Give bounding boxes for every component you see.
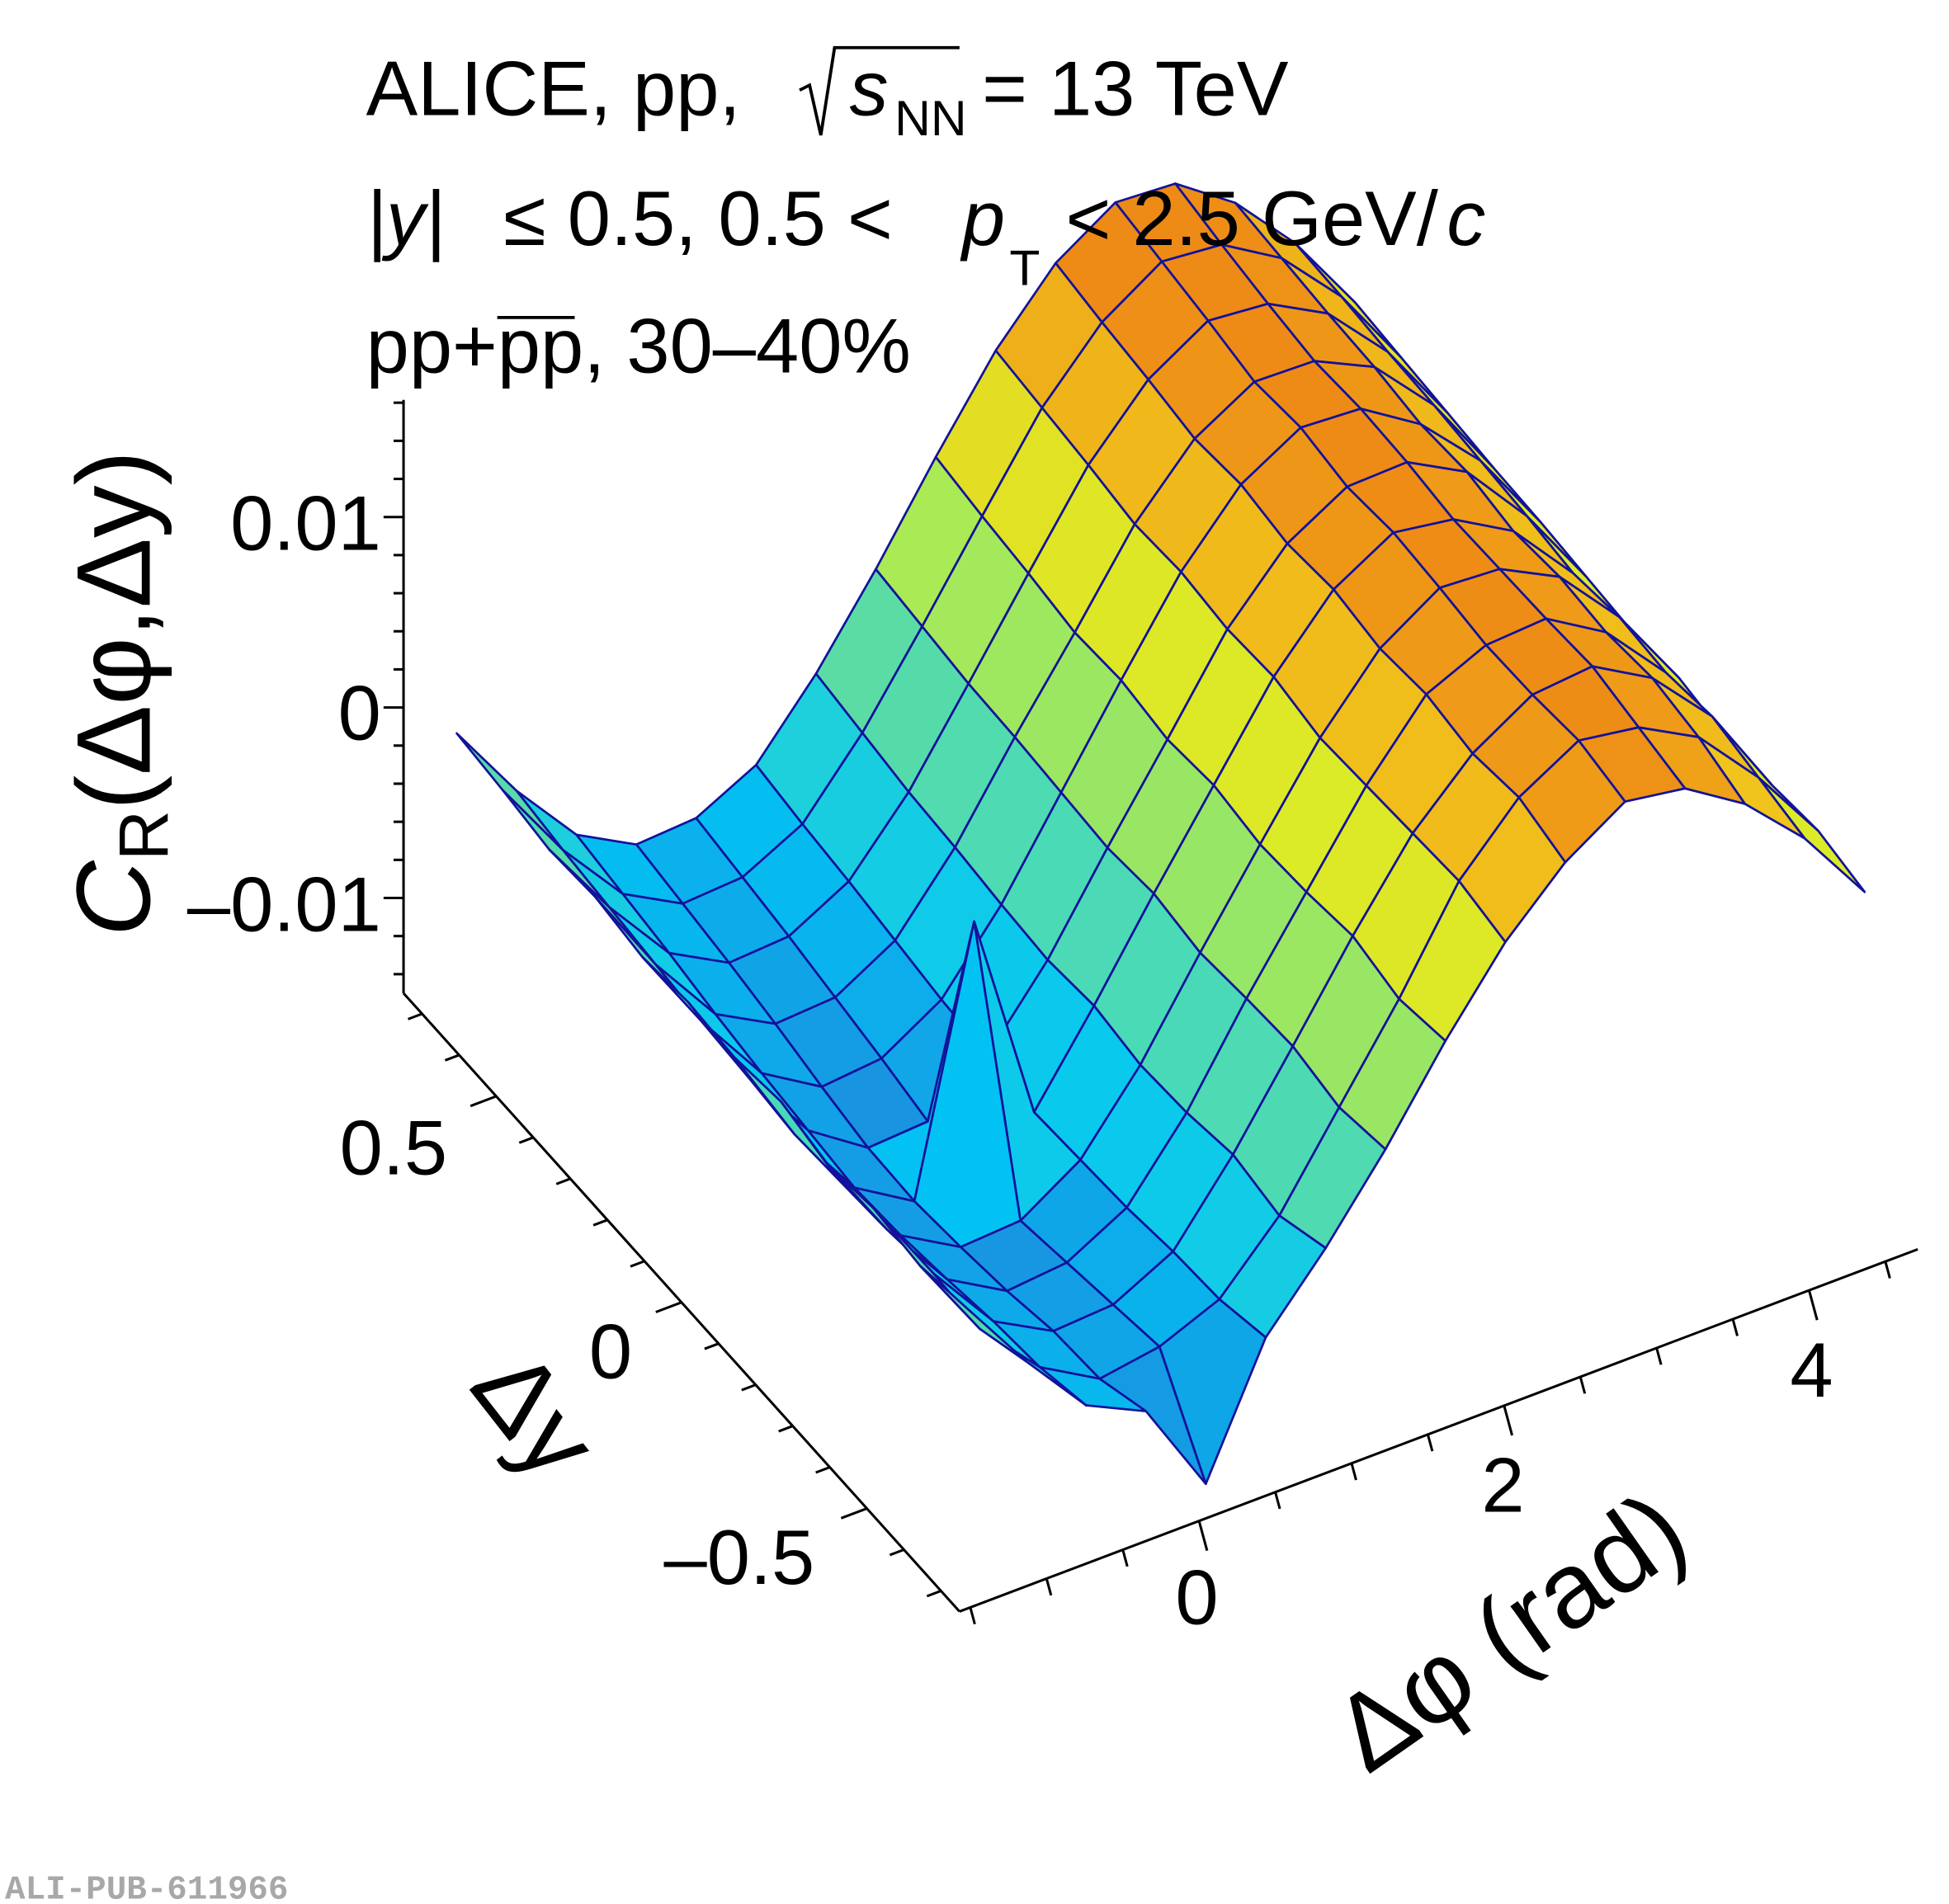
header-c: c xyxy=(1446,175,1485,262)
z-tick-label: 0.01 xyxy=(230,479,381,566)
dphi-major-tick xyxy=(1503,1405,1513,1436)
dphi-minor-tick xyxy=(1655,1347,1663,1365)
z-tick-label: –0.01 xyxy=(187,860,381,947)
dphi-major-tick xyxy=(1808,1289,1819,1321)
dy-minor-tick xyxy=(592,1218,608,1227)
dphi-minor-tick xyxy=(1045,1578,1053,1596)
dphi-minor-tick xyxy=(1274,1492,1281,1510)
dy-tick-labels: 0.5 0 –0.5 xyxy=(340,1105,815,1601)
header-rapidity: |y| xyxy=(366,175,446,262)
dy-major-tick xyxy=(655,1301,682,1313)
dy-minor-tick xyxy=(518,1136,534,1144)
dphi-axis-line xyxy=(959,1247,1918,1613)
dy-minor-tick xyxy=(889,1548,904,1557)
dy-tick-label: 0.5 xyxy=(340,1105,447,1191)
dphi-tick-label: 0 xyxy=(1175,1554,1218,1641)
header-energy: = 13 TeV xyxy=(982,45,1289,132)
dy-major-tick xyxy=(840,1507,868,1520)
z-axis-title: CR(Δφ,Δy) xyxy=(55,450,182,936)
header-pt-sub: T xyxy=(1009,239,1040,295)
axis-ticks xyxy=(383,401,1891,1625)
dy-minor-tick xyxy=(741,1383,757,1392)
header-sqrt-sub: NN xyxy=(894,90,966,146)
dphi-tick-labels: 0 2 4 xyxy=(1175,1327,1833,1641)
header-pt-p: p xyxy=(960,175,1005,262)
dy-minor-tick xyxy=(555,1177,571,1185)
dphi-minor-tick xyxy=(969,1607,976,1625)
header-sqrt-s: s xyxy=(850,45,889,132)
sqrt-symbol xyxy=(799,45,960,136)
watermark: ALI-PUB-611966 xyxy=(5,1872,288,1904)
dphi-minor-tick xyxy=(1731,1318,1739,1336)
dphi-tick-label: 2 xyxy=(1481,1441,1524,1528)
header-line-2-mid: ≤ 0.5, 0.5 < xyxy=(503,175,893,262)
surface-cell xyxy=(1757,775,1866,893)
dphi-minor-tick xyxy=(1884,1261,1891,1279)
dy-tick-label: –0.5 xyxy=(664,1514,815,1600)
dy-minor-tick xyxy=(815,1466,831,1474)
axes xyxy=(383,399,1918,1625)
dy-minor-tick xyxy=(407,1012,423,1020)
dphi-minor-tick xyxy=(1121,1549,1129,1567)
header-line-1: ALICE, pp, xyxy=(366,45,741,132)
header-line-3: pp+pp, 30–40% xyxy=(366,302,911,389)
surface-cell xyxy=(455,732,564,851)
surface-cell xyxy=(918,1264,1027,1363)
header-pt-range: < 2.5 GeV/ xyxy=(1066,175,1439,262)
dy-minor-tick xyxy=(778,1425,794,1433)
surface xyxy=(455,182,1866,1486)
dy-minor-tick xyxy=(926,1590,941,1598)
dy-major-tick xyxy=(470,1095,497,1108)
dphi-tick-label: 4 xyxy=(1790,1327,1833,1413)
dy-tick-label: 0 xyxy=(589,1308,632,1394)
dy-minor-tick xyxy=(630,1260,645,1268)
z-tick-label: 0 xyxy=(338,670,381,756)
dphi-major-tick xyxy=(1197,1520,1209,1552)
dy-minor-tick xyxy=(704,1342,720,1350)
antiproton-label: pp xyxy=(498,302,583,389)
dphi-minor-tick xyxy=(1579,1376,1587,1394)
dphi-minor-tick xyxy=(1426,1434,1434,1452)
dphi-minor-tick xyxy=(1350,1463,1357,1481)
dy-minor-tick xyxy=(444,1053,460,1062)
z-tick-labels: 0.01 0 –0.01 xyxy=(187,479,381,947)
